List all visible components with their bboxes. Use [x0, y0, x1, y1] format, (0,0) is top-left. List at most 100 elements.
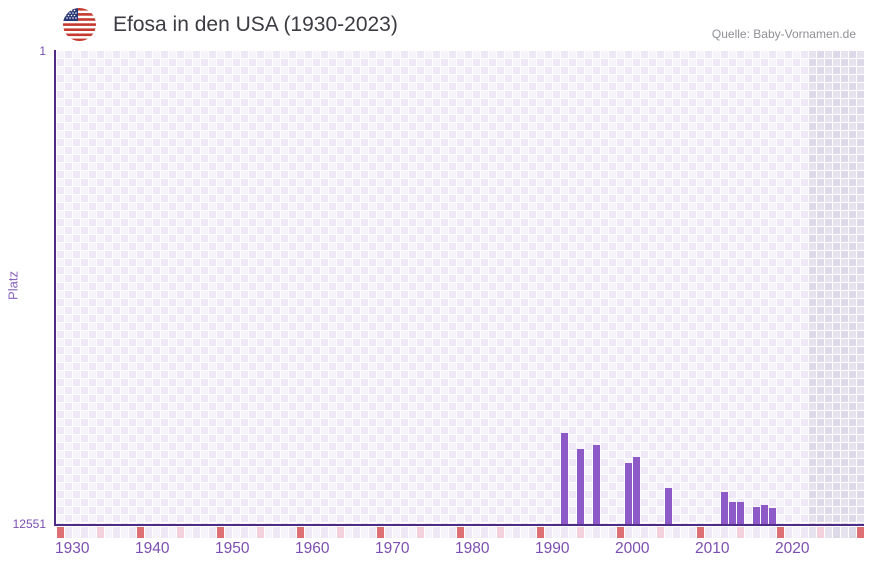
- x-axis-label-1940: 1940: [135, 540, 170, 557]
- year-cell: [368, 527, 376, 538]
- rank-bar-2018: [760, 505, 768, 524]
- rank-bar-1993: [560, 433, 568, 524]
- year-cell: [200, 527, 208, 538]
- rank-bar-2013: [720, 491, 728, 524]
- future-years-region: [808, 50, 864, 524]
- year-cell: [544, 527, 552, 538]
- chart-title: Efosa in den USA (1930-2023): [113, 13, 398, 36]
- year-cell: [728, 527, 736, 538]
- x-axis-label-2010: 2010: [695, 540, 730, 557]
- year-cell: [632, 527, 640, 538]
- year-cell: [144, 527, 152, 538]
- year-cell: [760, 527, 768, 538]
- half-decade-tick-cell: [496, 527, 504, 538]
- decade-tick-cell: [216, 527, 224, 538]
- half-decade-tick-cell: [176, 527, 184, 538]
- year-cell: [704, 527, 712, 538]
- rank-bar-2015: [736, 501, 744, 524]
- year-cell: [208, 527, 216, 538]
- year-cell: [752, 527, 760, 538]
- year-cell: [360, 527, 368, 538]
- year-cell: [448, 527, 456, 538]
- year-cell: [472, 527, 480, 538]
- year-cell: [432, 527, 440, 538]
- year-cell: [520, 527, 528, 538]
- year-cell: [160, 527, 168, 538]
- year-cell: [424, 527, 432, 538]
- rank-bar-2001: [624, 462, 632, 524]
- year-cell: [152, 527, 160, 538]
- year-cell: [560, 527, 568, 538]
- year-cell: [600, 527, 608, 538]
- year-cell: [328, 527, 336, 538]
- year-cell: [168, 527, 176, 538]
- year-cell: [720, 527, 728, 538]
- year-cell: [768, 527, 776, 538]
- decade-tick-cell: [136, 527, 144, 538]
- year-cell: [224, 527, 232, 538]
- decade-tick-cell: [456, 527, 464, 538]
- year-cell: [784, 527, 792, 538]
- year-cell: [824, 527, 832, 538]
- decade-tick-cell: [776, 527, 784, 538]
- year-cell: [320, 527, 328, 538]
- decade-tick-cell: [376, 527, 384, 538]
- half-decade-tick-cell: [816, 527, 824, 538]
- year-cell: [248, 527, 256, 538]
- x-axis-line: [54, 523, 864, 526]
- year-cell: [512, 527, 520, 538]
- rank-bar-2002: [632, 456, 640, 524]
- x-axis-labels: 1930 1940 1950 1960 1970 1980 1990 2000 2010 2020: [0, 540, 873, 560]
- rank-bar-2014: [728, 501, 736, 524]
- year-cell: [384, 527, 392, 538]
- us-flag-icon: [63, 8, 96, 41]
- half-decade-tick-cell: [576, 527, 584, 538]
- rank-bar-1995: [576, 449, 584, 524]
- year-cell: [352, 527, 360, 538]
- year-cell: [464, 527, 472, 538]
- year-cell: [72, 527, 80, 538]
- year-cell: [664, 527, 672, 538]
- x-axis-tick-strip: [0, 527, 873, 538]
- decade-tick-cell: [616, 527, 624, 538]
- y-axis-min-label: 12551: [12, 517, 46, 531]
- year-cell: [440, 527, 448, 538]
- year-cell: [584, 527, 592, 538]
- year-cell: [552, 527, 560, 538]
- year-cell: [88, 527, 96, 538]
- year-cell: [288, 527, 296, 538]
- year-cell: [64, 527, 72, 538]
- year-cell: [400, 527, 408, 538]
- y-axis-max-label: 1: [39, 44, 46, 58]
- year-cell: [800, 527, 808, 538]
- year-cell: [104, 527, 112, 538]
- year-cell: [808, 527, 816, 538]
- year-cell: [480, 527, 488, 538]
- year-cell: [504, 527, 512, 538]
- x-axis-label-1950: 1950: [215, 540, 250, 557]
- year-cell: [848, 527, 856, 538]
- x-axis-label-1970: 1970: [375, 540, 410, 557]
- year-cell: [392, 527, 400, 538]
- decade-tick-cell: [696, 527, 704, 538]
- decade-tick-cell: [56, 527, 64, 538]
- year-cell: [240, 527, 248, 538]
- x-axis-label-1990: 1990: [535, 540, 570, 557]
- x-axis-label-1960: 1960: [295, 540, 330, 557]
- year-cell: [120, 527, 128, 538]
- rank-bar-1997: [592, 445, 600, 524]
- year-cell: [840, 527, 848, 538]
- x-axis-label-1980: 1980: [455, 540, 490, 557]
- year-cell: [792, 527, 800, 538]
- year-cell: [344, 527, 352, 538]
- year-cell: [688, 527, 696, 538]
- decade-tick-cell: [856, 527, 864, 538]
- year-cell: [128, 527, 136, 538]
- year-cell: [184, 527, 192, 538]
- source-attribution: Quelle: Baby-Vornamen.de: [711, 27, 856, 41]
- x-axis-label-1930: 1930: [55, 540, 90, 557]
- decade-tick-cell: [536, 527, 544, 538]
- half-decade-tick-cell: [416, 527, 424, 538]
- rank-bar-2006: [664, 487, 672, 524]
